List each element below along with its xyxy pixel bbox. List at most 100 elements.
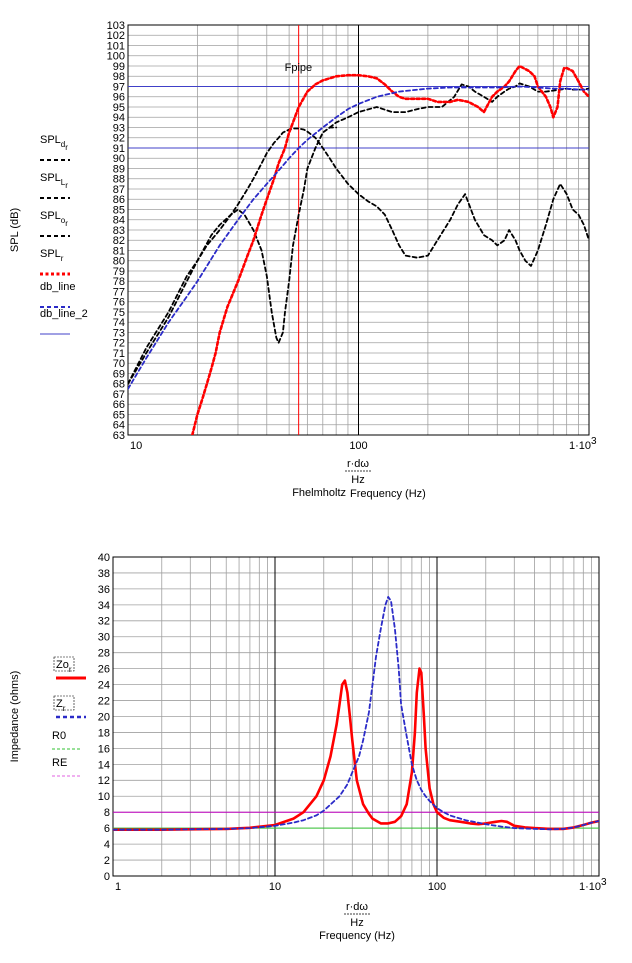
y-tick-label: 16 [98, 743, 110, 755]
y-tick-label: 30 [98, 632, 110, 644]
y-tick-label: 67 [113, 389, 125, 401]
x-axis-label-right: Frequency (Hz) [350, 488, 426, 500]
y-tick-label: 40 [98, 552, 110, 564]
y-tick-label: 71 [113, 348, 125, 360]
y-tick-label: 89 [113, 163, 125, 175]
legend-label: RE [52, 757, 67, 769]
legend-label: SPLLr [40, 172, 68, 190]
x-axis-label-numerator: r·dω [347, 458, 369, 470]
y-tick-label: 92 [113, 133, 125, 145]
legend-label: R0 [52, 730, 66, 742]
y-tick-label: 28 [98, 648, 110, 660]
series-line-SPLr [191, 64, 589, 435]
y-tick-label: 66 [113, 399, 125, 411]
y-tick-label: 10 [98, 791, 110, 803]
x-tick-label: 100 [428, 881, 446, 893]
x-tick-label: 100 [349, 440, 367, 452]
y-tick-label: 22 [98, 695, 110, 707]
x-axis-label: Frequency (Hz) [319, 930, 395, 942]
y-tick-label: 69 [113, 368, 125, 380]
series-group [128, 64, 589, 435]
y-tick-label: 88 [113, 174, 125, 186]
y-tick-label: 32 [98, 616, 110, 628]
y-tick-label: 86 [113, 194, 125, 206]
plot-frame [127, 24, 590, 436]
x-tick-label: 1·10 [569, 440, 591, 452]
y-tick-label: 6 [104, 823, 110, 835]
legend-label: db_line_2 [40, 308, 88, 320]
y-tick-label: 8 [104, 807, 110, 819]
y-tick-label: 80 [113, 256, 125, 268]
y-tick-label: 79 [113, 266, 125, 278]
legend-entry: R0 [52, 730, 82, 750]
y-tick-label: 75 [113, 307, 125, 319]
series-line-Zo [113, 667, 599, 832]
y-tick-label: 95 [113, 102, 125, 114]
y-tick-label: 98 [113, 71, 125, 83]
legend-label: Zr [56, 698, 66, 713]
y-tick-label: 87 [113, 184, 125, 196]
legend-label: SPLdr [40, 134, 68, 152]
y-tick-label: 97 [113, 81, 125, 93]
legend-entry: db_line [40, 281, 75, 308]
legend-label: Zor [56, 659, 72, 674]
y-tick-label: 101 [107, 40, 125, 52]
y-tick-label: 84 [113, 215, 125, 227]
y-tick-label: 74 [113, 317, 125, 329]
legend-entry: SPLdr [40, 134, 70, 161]
y-tick-label: 72 [113, 338, 125, 350]
x-axis-label-denominator: Hz [350, 917, 363, 929]
series-line-SPLd [128, 127, 589, 385]
y-tick-label: 96 [113, 92, 125, 104]
y-tick-label: 91 [113, 143, 125, 155]
x-tick-label: 1 [115, 881, 121, 893]
series-line-Z [113, 596, 599, 831]
legend-entry: Zr [53, 695, 86, 719]
y-tick-label: 20 [98, 711, 110, 723]
x-axis-label-numerator: r·dω [346, 901, 368, 913]
legend-label: SPLr [40, 248, 64, 263]
y-tick-label: 90 [113, 153, 125, 165]
legend-label: db_line [40, 281, 75, 293]
y-tick-label: 100 [107, 51, 125, 63]
y-tick-label: 12 [98, 775, 110, 787]
y-axis-label: SPL (dB) [9, 208, 21, 252]
y-tick-label: 64 [113, 420, 125, 432]
y-tick-label: 73 [113, 327, 125, 339]
y-tick-label: 77 [113, 286, 125, 298]
y-tick-label: 102 [107, 30, 125, 42]
y-tick-label: 26 [98, 664, 110, 676]
y-tick-label: 18 [98, 727, 110, 739]
y-tick-label: 63 [113, 430, 125, 442]
x-axis-label-left: Fhelmholtz [292, 487, 346, 499]
y-tick-label: 103 [107, 20, 125, 32]
x-tick-label-exponent: 3 [601, 877, 607, 888]
y-tick-label: 99 [113, 61, 125, 73]
grid [127, 24, 589, 436]
legend-box [53, 695, 75, 711]
legend-entry: SPLLr [40, 172, 70, 199]
series-line-SPLfull [128, 85, 589, 390]
x-axis-label-denominator: Hz [351, 474, 364, 486]
y-tick-label: 82 [113, 235, 125, 247]
legend-entry: SPLor [40, 210, 70, 237]
y-tick-label: 24 [98, 680, 110, 692]
legend-entry: SPLr [40, 248, 70, 276]
y-tick-label: 65 [113, 409, 125, 421]
legend-box [53, 656, 75, 672]
y-axis-label: Impedance (ohms) [9, 671, 21, 763]
y-tick-label: 4 [104, 839, 110, 851]
annotation-label: Fpipe [285, 62, 313, 74]
x-tick-label: 10 [269, 881, 281, 893]
y-tick-label: 36 [98, 584, 110, 596]
y-tick-label: 68 [113, 379, 125, 391]
y-tick-label: 38 [98, 568, 110, 580]
spl-chart: 6364656667686970717273747576777879808182… [9, 20, 597, 500]
y-tick-label: 94 [113, 112, 125, 124]
series-line-SPLL [128, 126, 338, 385]
y-tick-label: 83 [113, 225, 125, 237]
y-tick-label: 70 [113, 358, 125, 370]
y-tick-label: 93 [113, 122, 125, 134]
x-tick-label: 10 [130, 440, 142, 452]
